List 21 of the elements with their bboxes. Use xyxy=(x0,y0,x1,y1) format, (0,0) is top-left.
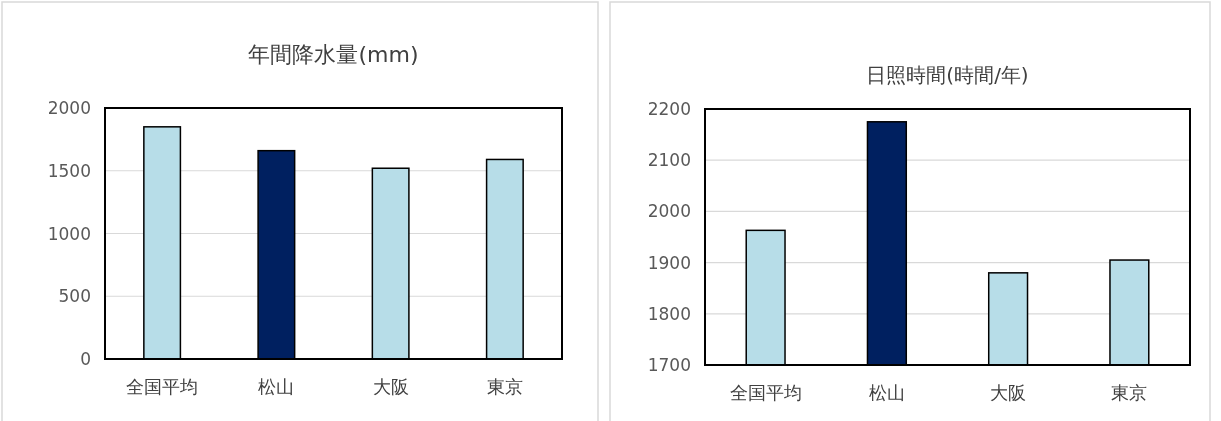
x-tick-label: 松山 xyxy=(868,382,905,403)
y-tick-label: 1900 xyxy=(647,252,691,273)
x-tick-label: 東京 xyxy=(1111,382,1148,403)
y-tick-label: 0 xyxy=(80,349,91,369)
chart-title: 日照時間(時間/年) xyxy=(866,63,1029,87)
x-tick-label: 大阪 xyxy=(990,382,1027,403)
y-tick-label: 2100 xyxy=(647,150,691,171)
chart-title: 年間降水量(mm) xyxy=(248,42,419,67)
y-tick-label: 2000 xyxy=(647,201,691,222)
y-tick-label: 1800 xyxy=(647,303,691,324)
y-tick-label: 500 xyxy=(58,286,91,307)
x-tick-label: 松山 xyxy=(258,376,295,397)
y-tick-label: 1500 xyxy=(47,160,91,181)
y-tick-label: 1700 xyxy=(647,355,691,375)
y-tick-label: 2000 xyxy=(47,98,91,118)
x-tick-label: 全国平均 xyxy=(126,376,199,397)
y-tick-label: 1000 xyxy=(47,223,91,244)
x-tick-label: 大阪 xyxy=(372,376,409,397)
y-tick-label: 2200 xyxy=(647,99,691,119)
x-tick-label: 東京 xyxy=(486,376,523,397)
x-tick-label: 全国平均 xyxy=(729,382,802,403)
